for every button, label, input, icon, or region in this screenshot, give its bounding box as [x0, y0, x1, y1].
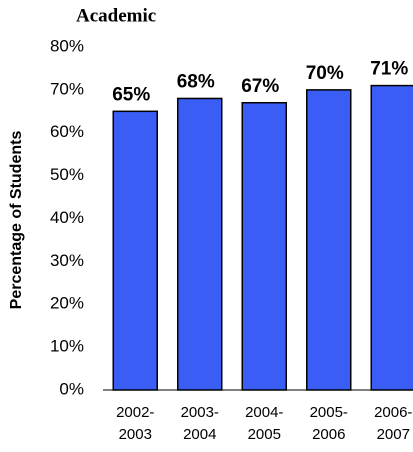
bar [241, 101, 287, 391]
y-tick-label: 70% [50, 79, 84, 98]
y-tick-label: 10% [50, 337, 84, 356]
value-label: 68% [177, 71, 215, 92]
x-tick-label: 2002-2003 [116, 404, 155, 443]
y-tick-label: 50% [50, 165, 84, 184]
x-tick-label: 2006-2007 [374, 404, 413, 443]
value-label: 67% [241, 76, 279, 97]
y-tick-label: 80% [50, 36, 84, 55]
x-tick-label: 2004-2005 [245, 404, 284, 443]
bar [370, 84, 413, 391]
y-axis-label: Percentage of Students [8, 131, 25, 310]
x-tick-label: 2003-2004 [180, 404, 219, 443]
y-tick-label: 60% [50, 122, 84, 141]
chart-title: Academic [76, 5, 156, 26]
value-label: 65% [112, 84, 150, 105]
value-label: 71% [370, 59, 408, 80]
value-label: 70% [306, 63, 344, 84]
x-tick-label: 2005-2006 [309, 404, 348, 443]
bar [112, 110, 158, 391]
y-tick-label: 30% [50, 251, 84, 270]
bar [177, 97, 223, 391]
y-tick-label: 20% [50, 294, 84, 313]
bar [306, 89, 352, 391]
y-tick-label: 40% [50, 208, 84, 227]
y-tick-label: 0% [59, 379, 84, 398]
